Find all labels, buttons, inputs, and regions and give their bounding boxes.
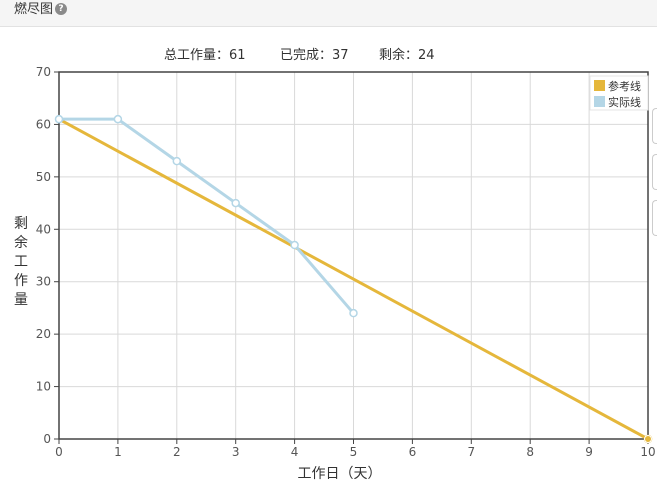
series-line <box>59 117 355 315</box>
y-tick-label: 60 <box>36 117 51 131</box>
legend-swatch[interactable] <box>594 96 605 107</box>
data-point[interactable] <box>231 198 240 208</box>
data-point[interactable] <box>349 308 358 318</box>
side-tab-1[interactable] <box>652 108 657 144</box>
y-axis-label-char: 余 <box>14 234 28 251</box>
x-tick-label: 10 <box>640 445 655 459</box>
panel-header: 燃尽图? <box>0 0 657 27</box>
summary-total: 总工作量：61 <box>164 48 246 63</box>
x-tick-label: 7 <box>467 445 475 459</box>
y-tick-label: 20 <box>36 327 51 341</box>
y-tick-label: 30 <box>36 275 51 289</box>
x-tick-label: 6 <box>409 445 417 459</box>
y-tick-label: 50 <box>36 170 51 184</box>
y-tick-label: 0 <box>43 432 51 446</box>
panel-title: 燃尽图? <box>14 1 68 19</box>
series-line <box>58 117 649 441</box>
summary-bar: 总工作量：61 已完成：37 剩余：24 <box>0 44 657 63</box>
legend-swatch[interactable] <box>594 80 605 91</box>
y-tick-label: 70 <box>36 65 51 79</box>
y-tick-label: 10 <box>36 380 51 394</box>
x-tick-label: 8 <box>526 445 534 459</box>
side-tab-2[interactable] <box>652 154 657 190</box>
data-point[interactable] <box>113 114 123 124</box>
side-tab-3[interactable] <box>652 200 657 236</box>
x-tick-label: 1 <box>114 445 122 459</box>
y-axis-label-char: 量 <box>14 292 28 308</box>
x-tick-label: 0 <box>55 445 63 459</box>
summary-done: 已完成：37 <box>280 48 349 63</box>
legend-label: 实际线 <box>608 95 641 109</box>
panel-title-text: 燃尽图 <box>14 2 54 17</box>
y-axis-label-char: 剩 <box>14 216 28 232</box>
legend-label: 参考线 <box>608 79 641 93</box>
summary-remaining: 剩余：24 <box>379 48 435 63</box>
data-point[interactable] <box>54 114 64 124</box>
x-tick-label: 5 <box>350 445 358 459</box>
data-point[interactable] <box>290 240 299 250</box>
y-axis-label-char: 作 <box>14 273 28 289</box>
x-tick-label: 4 <box>291 445 299 459</box>
y-axis-label-char: 工 <box>14 254 28 270</box>
question-circle-icon[interactable]: ? <box>55 2 68 15</box>
y-tick-label: 40 <box>36 222 51 236</box>
x-tick-label: 3 <box>232 445 240 459</box>
data-point[interactable] <box>172 156 182 166</box>
x-tick-label: 9 <box>585 445 593 459</box>
x-tick-label: 2 <box>173 445 181 459</box>
data-point-end[interactable] <box>644 435 652 443</box>
x-axis-label: 工作日（天） <box>298 466 382 482</box>
